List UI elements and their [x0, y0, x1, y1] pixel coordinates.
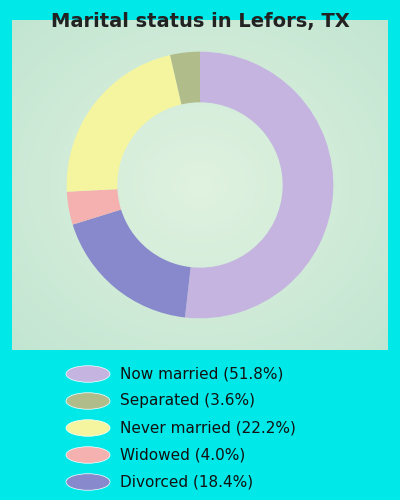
Wedge shape [185, 52, 333, 318]
Circle shape [66, 474, 110, 490]
Wedge shape [73, 210, 191, 318]
Circle shape [66, 447, 110, 463]
Text: Separated (3.6%): Separated (3.6%) [120, 394, 255, 408]
Text: Marital status in Lefors, TX: Marital status in Lefors, TX [51, 12, 349, 32]
Circle shape [66, 366, 110, 382]
Wedge shape [170, 52, 200, 104]
Circle shape [66, 420, 110, 436]
Text: Now married (51.8%): Now married (51.8%) [120, 366, 283, 382]
Wedge shape [67, 55, 182, 192]
Text: Widowed (4.0%): Widowed (4.0%) [120, 448, 245, 462]
Wedge shape [67, 189, 121, 224]
Text: City-Data.com: City-Data.com [302, 30, 377, 40]
Circle shape [66, 393, 110, 409]
Text: Divorced (18.4%): Divorced (18.4%) [120, 474, 253, 490]
Text: Never married (22.2%): Never married (22.2%) [120, 420, 296, 436]
